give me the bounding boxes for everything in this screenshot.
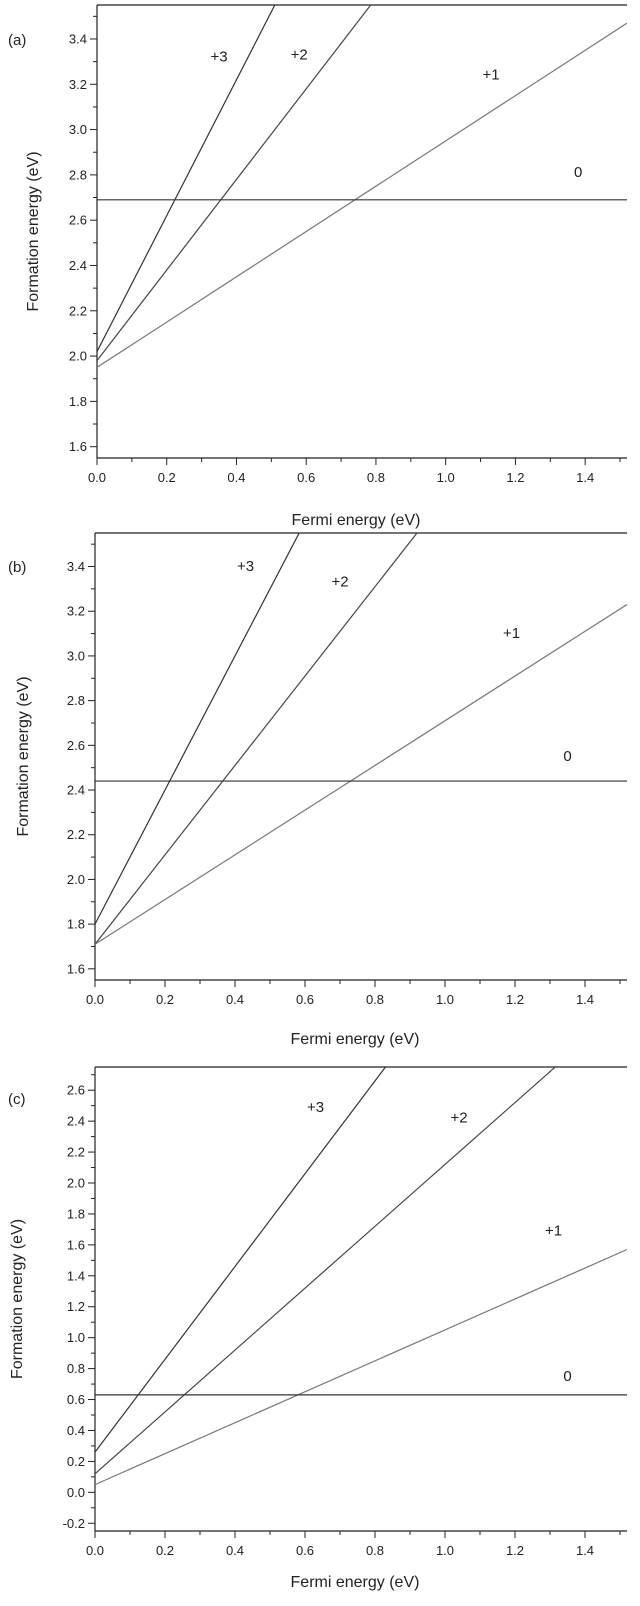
series-label: +2 [331,574,348,591]
panel-label: (a) [8,32,26,49]
y-tick-label: 3.0 [67,648,85,663]
panel-2: 0.0 0.2 0.4 0.6 0.8 1.0 1.2 1.4 1.6 1.8 2.0 2.2 2.4 2… [8,532,627,1048]
x-tick-label: 0.6 [296,992,314,1007]
series-line-chargeplus1 [95,604,627,945]
panel-1: 0.0 0.2 0.4 0.6 0.8 1.0 1.2 1.4 1.6 1.8 2.0 2.2 2.4 2… [8,4,627,529]
x-tick-label: 1.4 [576,1543,594,1558]
y-tick-label: 0.2 [67,1454,85,1469]
y-tick-label: -0.2 [63,1516,85,1531]
x-tick-label: 0.4 [226,1543,244,1558]
y-tick-label: 3.4 [69,31,87,46]
y-tick-label: 1.6 [69,439,87,454]
series-lines [97,5,627,368]
series-line-chargeplus3 [97,5,276,352]
y-tick-label: 2.8 [67,693,85,708]
series-label: +3 [237,558,254,575]
y-tick-label: 0.6 [67,1392,85,1407]
series-label: +3 [210,49,227,66]
y-tick-label: 3.4 [67,559,85,574]
series-label: +1 [545,1223,562,1240]
y-tick-label: 2.6 [67,738,85,753]
x-axis-title: Fermi energy (eV) [291,1574,420,1591]
series-line-chargeplus1 [97,22,627,368]
y-tick-label: 2.6 [69,213,87,228]
y-tick-label: 2.8 [69,167,87,182]
series-label: 0 [574,164,582,181]
y-axis-title: Formation energy (eV) [25,151,42,311]
y-tick-label: 2.4 [67,783,85,798]
y-tick-label: 0.4 [67,1423,85,1438]
x-tick-label: 0.8 [367,470,385,485]
panel-3: 0.0 0.2 0.4 0.6 0.8 1.0 1.2 1.4-0.20.00.20.40.6… [8,1066,627,1591]
series-label: +3 [307,1099,324,1116]
y-tick-label: 1.8 [67,917,85,932]
series-line-chargeplus2 [95,533,418,945]
x-tick-label: 0.6 [297,470,315,485]
x-tick-label: 0.2 [158,470,176,485]
panel-label: (c) [8,1091,26,1108]
x-tick-label: 0.2 [156,992,174,1007]
x-tick-label: 1.0 [437,470,455,485]
x-tick-label: 0.4 [227,470,245,485]
x-tick-label: 0.0 [86,1543,104,1558]
y-tick-label: 1.2 [67,1299,85,1314]
series-label: +1 [482,67,499,84]
series-label: 0 [563,1368,571,1385]
y-tick-label: 2.2 [69,303,87,318]
x-tick-label: 1.0 [436,1543,454,1558]
series-line-chargeplus3 [95,1067,387,1453]
y-tick-label: 1.6 [67,961,85,976]
x-tick-label: 0.8 [366,1543,384,1558]
series-line-chargeplus1 [95,1248,627,1486]
series-lines [95,533,627,945]
series-line-chargeplus3 [95,533,300,925]
y-tick-label: 1.0 [67,1330,85,1345]
y-tick-label: 0.8 [67,1361,85,1376]
y-tick-label: 2.4 [69,258,87,273]
series-label: +2 [450,1110,467,1127]
y-tick-label: 0.0 [67,1485,85,1500]
x-tick-label: 1.2 [506,992,524,1007]
x-tick-label: 1.2 [506,1543,524,1558]
x-tick-label: 0.8 [366,992,384,1007]
y-tick-label: 2.0 [69,349,87,364]
x-tick-label: 0.4 [226,992,244,1007]
series-label: +2 [291,46,308,63]
x-tick-label: 0.0 [88,470,106,485]
y-tick-label: 1.6 [67,1237,85,1252]
y-tick-label: 1.8 [69,394,87,409]
y-tick-label: 3.2 [67,604,85,619]
y-tick-label: 3.0 [69,122,87,137]
series-label: 0 [563,748,571,765]
y-tick-label: 2.4 [67,1114,85,1129]
x-axis-title: Fermi energy (eV) [292,512,421,529]
y-tick-label: 1.8 [67,1206,85,1221]
x-tick-label: 1.0 [436,992,454,1007]
x-tick-label: 1.2 [506,470,524,485]
y-axis-title: Formation energy (eV) [15,676,32,836]
y-tick-label: 2.2 [67,827,85,842]
x-tick-label: 1.4 [576,992,594,1007]
y-tick-label: 2.0 [67,872,85,887]
y-tick-label: 2.0 [67,1176,85,1191]
x-tick-label: 1.4 [576,470,594,485]
x-tick-label: 0.2 [156,1543,174,1558]
series-line-chargeplus2 [97,5,372,361]
y-tick-label: 1.4 [67,1268,85,1283]
y-tick-label: 2.2 [67,1145,85,1160]
series-label: +1 [503,625,520,642]
x-tick-label: 0.0 [86,992,104,1007]
series-lines [95,1067,627,1486]
x-tick-label: 0.6 [296,1543,314,1558]
y-tick-label: 3.2 [69,77,87,92]
panel-label: (b) [8,559,26,576]
x-axis-title: Fermi energy (eV) [291,1031,420,1048]
y-tick-label: 2.6 [67,1083,85,1098]
y-axis-title: Formation energy (eV) [9,1219,26,1379]
